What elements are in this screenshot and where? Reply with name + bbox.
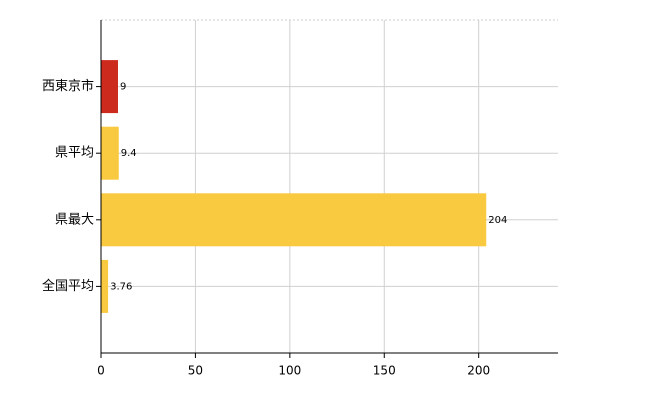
y-tick-label: 西東京市 xyxy=(42,78,94,94)
x-tick-label: 0 xyxy=(97,364,105,378)
value-label: 3.76 xyxy=(110,281,132,292)
bar xyxy=(101,259,109,313)
x-tick-label: 150 xyxy=(373,364,396,378)
y-tick-label: 県最大 xyxy=(55,212,94,227)
y-tick-label: 全国平均 xyxy=(42,278,94,294)
value-label: 204 xyxy=(488,215,507,226)
value-label: 9 xyxy=(120,82,126,93)
bar xyxy=(101,60,118,114)
bar xyxy=(101,126,119,180)
y-tick-label: 県平均 xyxy=(55,146,94,161)
bar xyxy=(101,193,487,247)
x-tick-label: 200 xyxy=(467,364,490,378)
value-label: 9.4 xyxy=(121,148,137,159)
x-tick-label: 50 xyxy=(188,364,203,378)
x-tick-label: 100 xyxy=(278,364,301,378)
